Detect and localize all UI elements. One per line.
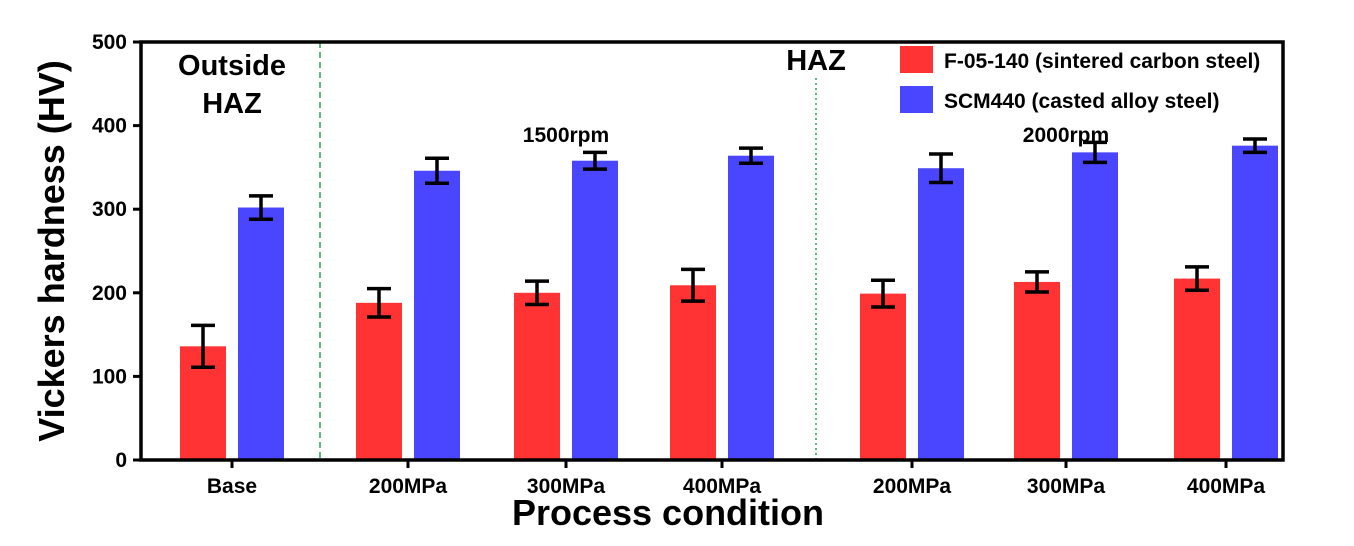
error-bar-series1-cat6 <box>1243 137 1267 155</box>
error-bar-series0-cat6 <box>1185 265 1209 293</box>
y-tick-label-5: 500 <box>92 31 127 54</box>
y-tick-label-4: 400 <box>92 115 127 138</box>
bar-series1-cat6 <box>1232 145 1278 460</box>
error-bar-series0-cat4 <box>871 278 895 309</box>
error-bar-series0-cat1 <box>367 286 391 319</box>
legend-label-f05140: F-05-140 (sintered carbon steel) <box>944 50 1260 73</box>
error-bar-series1-cat4 <box>929 152 953 185</box>
bar-series1-cat5 <box>1072 152 1118 461</box>
annotation-2000rpm: 2000rpm <box>1023 124 1109 147</box>
annotation-1500rpm: 1500rpm <box>523 124 609 147</box>
y-axis-title: Vickers hardness (HV) <box>31 60 72 442</box>
x-category-label-3: 400MPa <box>683 475 762 498</box>
bar-series1-cat4 <box>918 168 964 460</box>
bar-series1-cat3 <box>728 155 774 461</box>
bars-layer <box>180 145 1278 461</box>
x-category-label-6: 400MPa <box>1187 475 1266 498</box>
y-tick-label-3: 300 <box>92 198 127 221</box>
legend-swatch-f05140 <box>900 46 933 73</box>
x-category-label-4: 200MPa <box>873 475 952 498</box>
bar-series0-cat3 <box>670 285 716 460</box>
bar-series0-cat6 <box>1174 278 1220 460</box>
y-tick-label-1: 100 <box>92 365 127 388</box>
error-bar-series1-cat1 <box>425 156 449 186</box>
error-bar-series0-cat2 <box>525 279 549 307</box>
error-bar-series1-cat0 <box>249 194 273 221</box>
y-tick-label-2: 200 <box>92 282 127 305</box>
error-bar-series1-cat2 <box>583 150 607 171</box>
legend-swatch-scm440 <box>900 86 933 113</box>
error-bars-layer <box>191 137 1267 369</box>
legend-label-scm440: SCM440 (casted alloy steel) <box>944 90 1219 113</box>
plot-frame <box>139 40 1285 462</box>
annotation-outside-haz-line2: HAZ <box>202 88 262 120</box>
annotation-haz: HAZ <box>786 45 846 77</box>
annotation-outside-haz-line1: Outside <box>178 50 286 82</box>
y-axis-ticks: 0 100 200 300 400 500 <box>92 31 141 472</box>
error-bar-series1-cat3 <box>739 146 763 165</box>
bar-series1-cat1 <box>414 170 460 460</box>
y-tick-label-0: 0 <box>115 449 127 472</box>
error-bar-series0-cat5 <box>1025 270 1049 294</box>
bar-series0-cat2 <box>514 292 560 460</box>
error-bar-series1-cat5 <box>1083 140 1107 165</box>
error-bar-series0-cat3 <box>681 267 705 303</box>
x-category-label-2: 300MPa <box>527 475 606 498</box>
bar-series0-cat4 <box>860 293 906 460</box>
bar-series1-cat2 <box>572 160 618 460</box>
x-axis-title: Process condition <box>512 492 824 533</box>
bar-series0-cat5 <box>1014 281 1060 460</box>
x-axis-category-labels: Base 200MPa 300MPa 400MPa 200MPa 300MPa 400MPa <box>207 460 1266 498</box>
bar-series1-cat0 <box>238 207 284 460</box>
bar-series0-cat1 <box>356 302 402 460</box>
x-category-label-1: 200MPa <box>369 475 448 498</box>
legend: F-05-140 (sintered carbon steel) SCM440 … <box>900 46 1260 113</box>
x-category-label-0: Base <box>207 475 257 498</box>
error-bar-series0-cat0 <box>191 323 215 369</box>
x-category-label-5: 300MPa <box>1027 475 1106 498</box>
